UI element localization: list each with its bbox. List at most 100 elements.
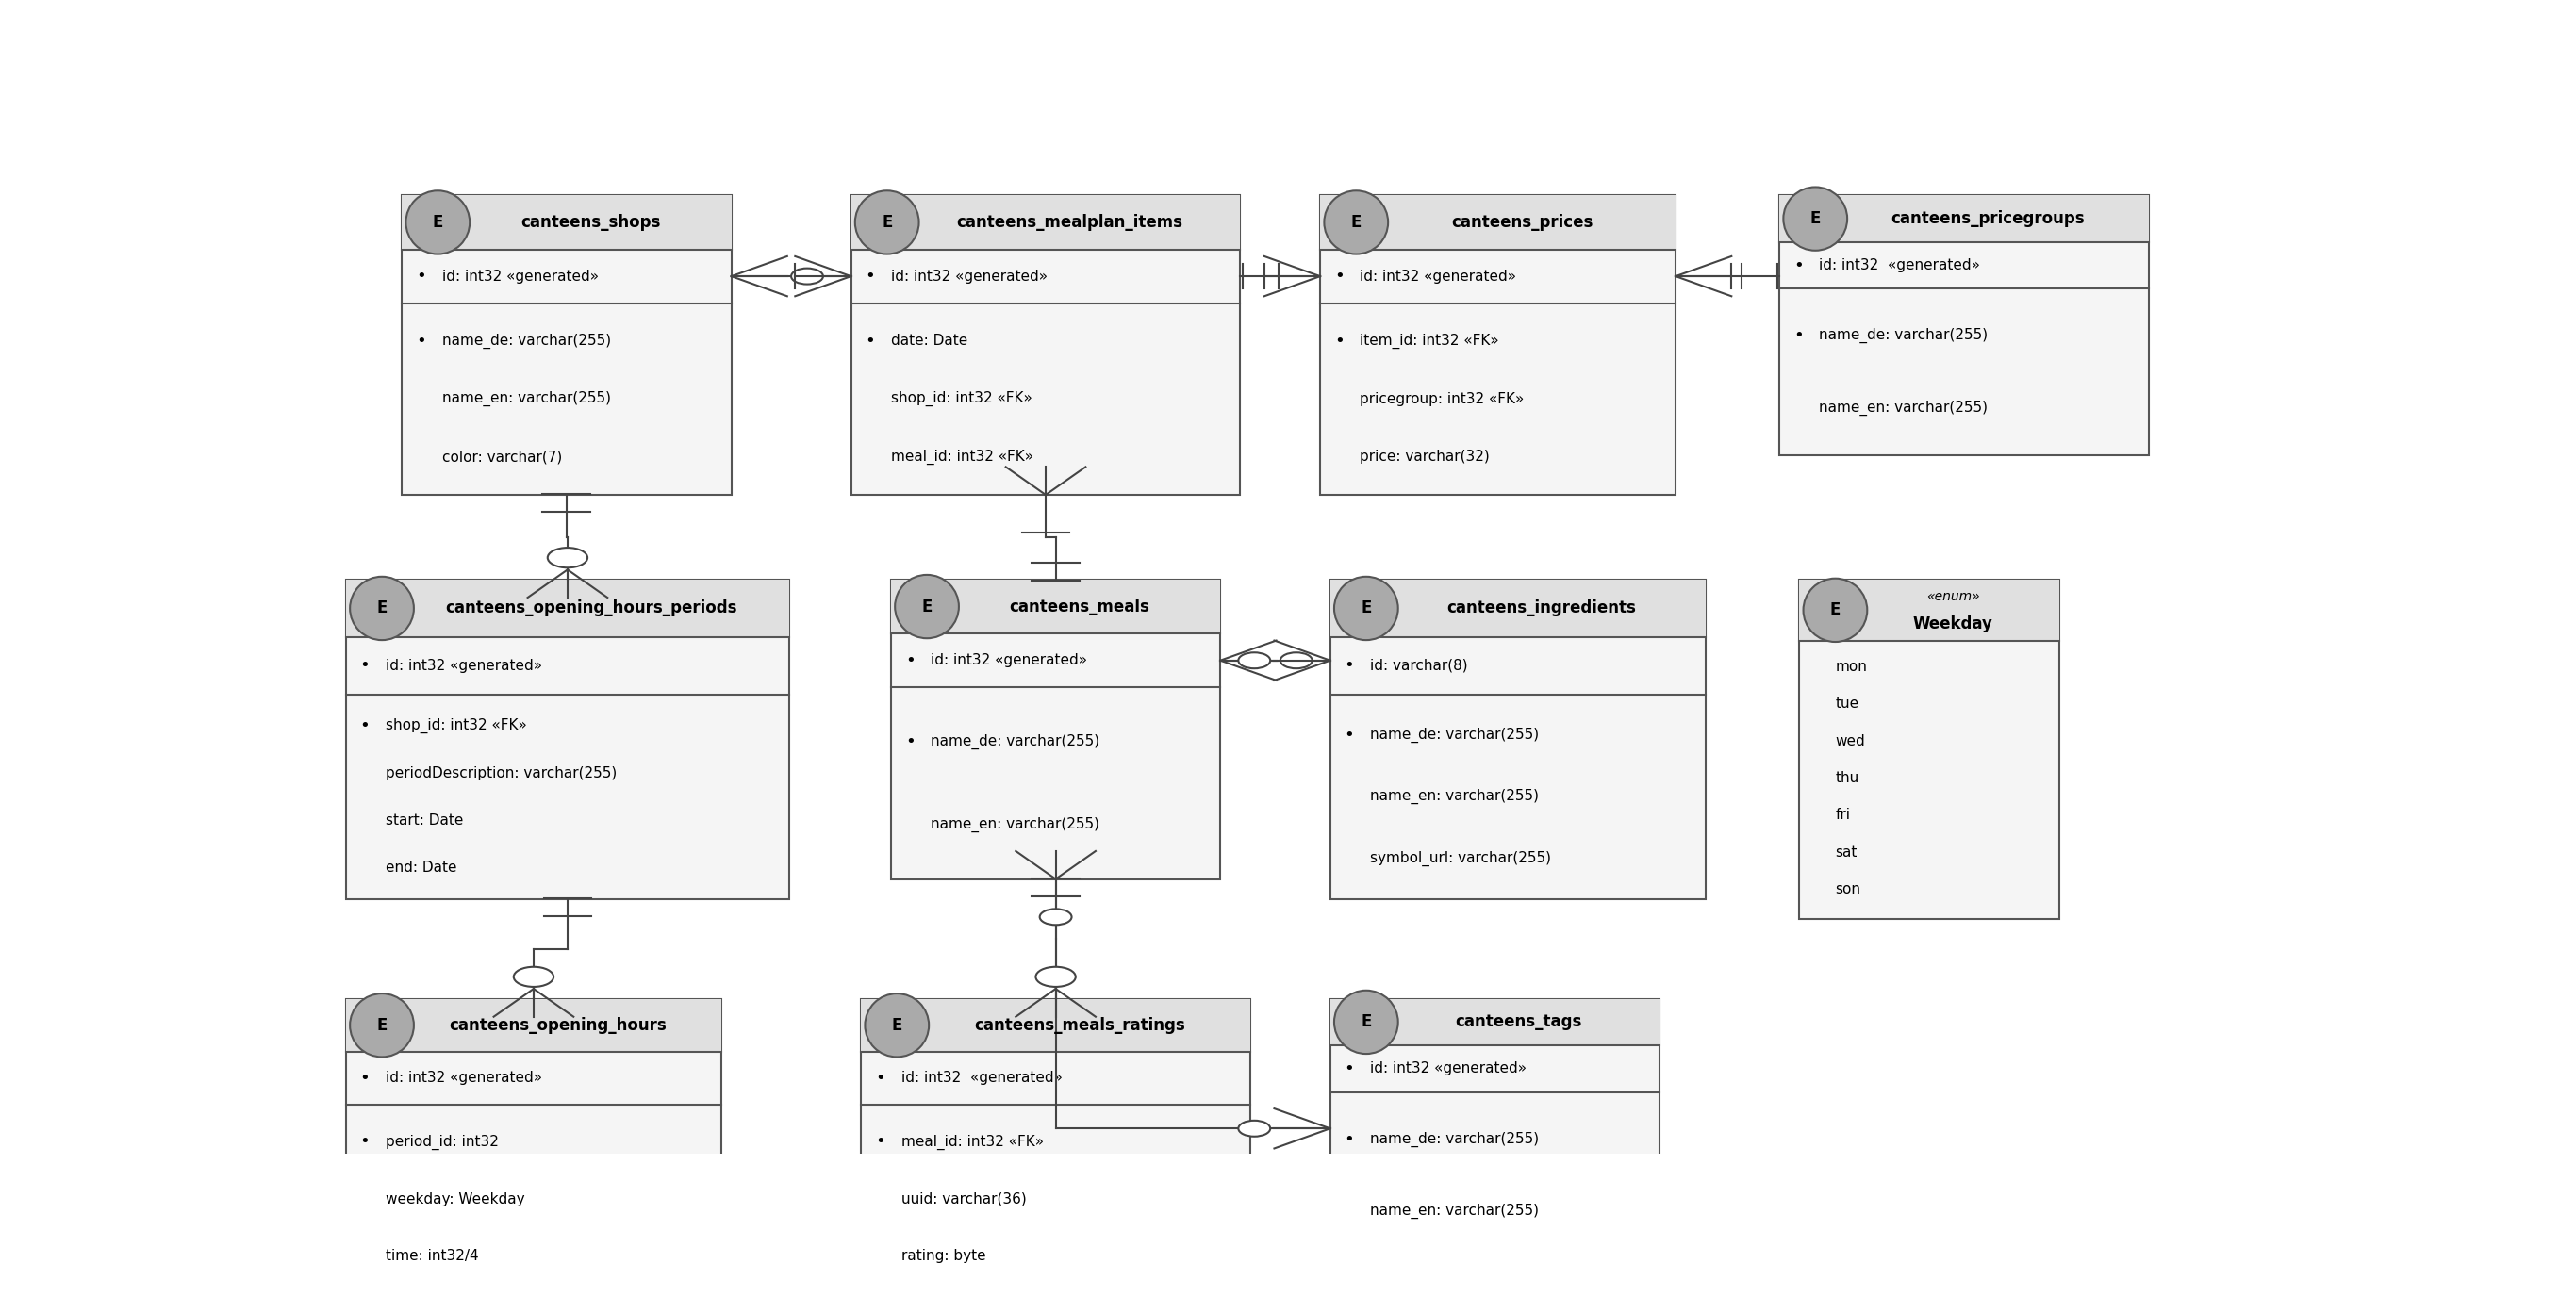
Circle shape [1280,652,1311,669]
Circle shape [1036,967,1077,986]
Text: canteens_mealplan_items: canteens_mealplan_items [956,214,1182,231]
FancyBboxPatch shape [345,999,721,1293]
Text: canteens_ingredients: canteens_ingredients [1448,600,1636,617]
FancyBboxPatch shape [1801,579,2058,640]
Text: periodDescription: varchar(255): periodDescription: varchar(255) [386,766,618,780]
Ellipse shape [1334,990,1399,1054]
FancyBboxPatch shape [1780,196,2148,455]
Text: date: Date: date: Date [891,334,969,349]
Text: •: • [361,1134,371,1151]
Text: E: E [1360,1013,1370,1030]
Ellipse shape [407,191,469,254]
Text: shop_id: int32 «FK»: shop_id: int32 «FK» [386,718,528,734]
Text: id: int32 «generated»: id: int32 «generated» [443,270,598,284]
FancyBboxPatch shape [1321,196,1674,249]
Text: name_en: varchar(255): name_en: varchar(255) [930,818,1100,832]
Text: •: • [1345,1060,1355,1077]
Text: •: • [1345,657,1355,674]
FancyBboxPatch shape [345,579,788,638]
Text: name_de: varchar(255): name_de: varchar(255) [443,333,611,349]
Text: name_de: varchar(255): name_de: varchar(255) [930,734,1100,749]
FancyBboxPatch shape [860,999,1249,1052]
Text: •: • [415,268,425,285]
Text: •: • [1334,333,1345,350]
Text: name_de: varchar(255): name_de: varchar(255) [1819,328,1989,343]
FancyBboxPatch shape [1329,579,1705,638]
Text: color: varchar(7): color: varchar(7) [443,450,562,464]
Text: canteens_meals: canteens_meals [1010,597,1149,616]
Text: canteens_prices: canteens_prices [1450,214,1592,231]
Text: fri: fri [1834,807,1850,822]
FancyBboxPatch shape [402,196,732,495]
FancyBboxPatch shape [345,999,721,1052]
Text: mon: mon [1834,660,1868,674]
Text: id: int32  «generated»: id: int32 «generated» [902,1072,1061,1085]
FancyBboxPatch shape [891,579,1221,879]
FancyBboxPatch shape [1329,579,1705,899]
Text: •: • [1793,257,1803,273]
Text: name_de: varchar(255): name_de: varchar(255) [1370,1131,1538,1147]
Text: •: • [866,333,876,350]
Text: •: • [361,1069,371,1087]
Text: •: • [904,652,914,669]
Text: weekday: Weekday: weekday: Weekday [386,1192,526,1207]
FancyBboxPatch shape [1329,999,1659,1046]
Text: id: int32 «generated»: id: int32 «generated» [930,653,1087,667]
Text: id: int32 «generated»: id: int32 «generated» [1370,1061,1528,1076]
Text: meal_id: int32 «FK»: meal_id: int32 «FK» [902,1134,1043,1150]
Text: id: int32 «generated»: id: int32 «generated» [386,658,544,673]
Text: «enum»: «enum» [1927,590,1981,604]
FancyBboxPatch shape [860,999,1249,1293]
Circle shape [1239,652,1270,669]
Text: thu: thu [1834,771,1860,785]
Text: rating: byte: rating: byte [902,1249,987,1264]
Text: id: int32 «generated»: id: int32 «generated» [1360,270,1517,284]
Ellipse shape [894,575,958,639]
Text: E: E [1811,210,1821,227]
Ellipse shape [1783,187,1847,250]
Text: E: E [891,1017,902,1034]
FancyBboxPatch shape [850,196,1242,249]
FancyBboxPatch shape [402,196,732,249]
Text: •: • [866,268,876,285]
Text: canteens_tags: canteens_tags [1455,1013,1582,1030]
Text: E: E [922,597,933,616]
Text: •: • [1345,726,1355,744]
Text: wed: wed [1834,734,1865,748]
Text: symbol_url: varchar(255): symbol_url: varchar(255) [1370,851,1551,866]
Text: shop_id: int32 «FK»: shop_id: int32 «FK» [891,391,1033,407]
Text: name_en: varchar(255): name_en: varchar(255) [1370,1204,1538,1220]
FancyBboxPatch shape [1329,999,1659,1258]
Text: tue: tue [1834,697,1860,710]
FancyBboxPatch shape [1321,196,1674,495]
Text: E: E [881,214,891,231]
Text: name_en: varchar(255): name_en: varchar(255) [1819,400,1989,416]
Circle shape [513,967,554,986]
FancyBboxPatch shape [345,579,788,899]
Circle shape [549,548,587,568]
Text: id: int32  «generated»: id: int32 «generated» [1819,258,1981,272]
FancyBboxPatch shape [891,579,1221,634]
Text: •: • [1334,268,1345,285]
Text: uuid: varchar(36): uuid: varchar(36) [902,1192,1025,1207]
Text: son: son [1834,883,1860,897]
Text: Weekday: Weekday [1914,616,1994,632]
Ellipse shape [1324,191,1388,254]
Circle shape [1041,908,1072,925]
Circle shape [1239,1121,1270,1137]
Ellipse shape [350,994,415,1058]
Text: •: • [876,1069,886,1087]
Text: id: int32 «generated»: id: int32 «generated» [386,1072,544,1085]
Ellipse shape [1334,577,1399,640]
Ellipse shape [1803,578,1868,642]
Text: E: E [376,1017,386,1034]
Text: canteens_opening_hours_periods: canteens_opening_hours_periods [446,600,737,617]
Text: •: • [361,657,371,674]
Text: time: int32/4: time: int32/4 [386,1249,479,1264]
Text: id: varchar(8): id: varchar(8) [1370,658,1468,673]
Text: name_de: varchar(255): name_de: varchar(255) [1370,727,1538,743]
Text: •: • [876,1134,886,1151]
Circle shape [791,268,824,284]
Text: pricegroup: int32 «FK»: pricegroup: int32 «FK» [1360,391,1525,406]
Text: •: • [1345,1130,1355,1147]
